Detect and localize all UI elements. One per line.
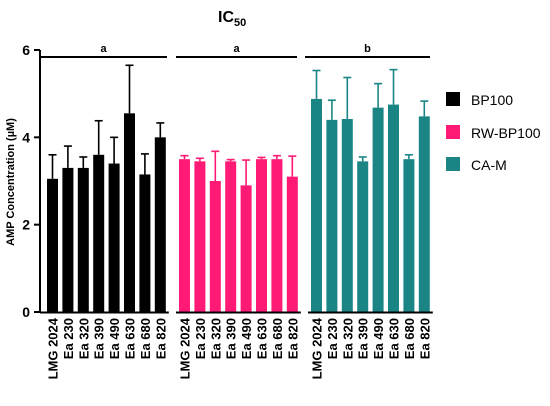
bar: [388, 104, 399, 312]
legend-label: BP100: [471, 92, 513, 108]
bar: [271, 159, 283, 312]
significance-label: a: [100, 43, 107, 55]
bar: [139, 174, 151, 312]
bar: [154, 137, 166, 312]
legend: BP100 RW-BP100 CA-M: [446, 92, 541, 173]
y-tick-label: 0: [22, 304, 30, 320]
legend-swatch: [446, 125, 460, 139]
bar: [124, 113, 135, 312]
bar: [256, 159, 267, 312]
x-tick-label: Ea 320: [208, 318, 223, 359]
bar: [403, 159, 415, 312]
x-tick-label: Ea 820: [285, 318, 300, 359]
bar: [418, 116, 430, 312]
bar: [77, 167, 89, 312]
x-tick-label: Ea 630: [255, 318, 270, 359]
x-tick-label: Ea 680: [138, 318, 153, 359]
x-tick-label: Ea 390: [92, 318, 107, 359]
chart-title-subscript: 50: [234, 17, 246, 29]
x-tick-label: Ea 680: [402, 318, 417, 359]
y-tick-label: 6: [22, 42, 30, 58]
y-tick-label: 2: [22, 217, 30, 233]
bar: [311, 98, 322, 312]
x-tick-label: Ea 490: [107, 318, 122, 359]
x-tick-label: Ea 820: [417, 318, 432, 359]
bar: [93, 154, 105, 312]
bar: [286, 176, 298, 312]
bar: [341, 118, 353, 312]
x-tick-label: Ea 230: [325, 318, 340, 359]
x-tick-label: Ea 390: [224, 318, 239, 359]
x-tick-label: Ea 230: [61, 318, 76, 359]
bar: [357, 161, 369, 312]
bar: [372, 107, 384, 312]
bar: [209, 181, 221, 312]
legend-label: CA-M: [471, 157, 507, 173]
bar: [326, 119, 338, 312]
bar: [62, 167, 74, 312]
x-tick-label: Ea 630: [123, 318, 138, 359]
y-axis-label: AMP Concentration (µM): [5, 118, 17, 246]
chart-title: IC50: [218, 9, 246, 29]
bar: [47, 178, 58, 312]
significance-label: a: [233, 43, 240, 55]
significance-label: b: [364, 43, 371, 55]
chart-title-main: IC: [218, 9, 234, 26]
x-tick-label: Ea 320: [76, 318, 91, 359]
x-tick-label: LMG 2024: [310, 317, 325, 379]
x-tick-label: Ea 820: [153, 318, 168, 359]
x-tick-label: Ea 490: [239, 318, 254, 359]
bar: [179, 159, 190, 312]
bar: [194, 161, 206, 312]
legend-label: RW-BP100: [471, 125, 541, 141]
y-tick-label: 4: [22, 129, 30, 145]
x-tick-label: Ea 230: [193, 318, 208, 359]
legend-swatch: [446, 92, 460, 106]
bar: [108, 163, 120, 312]
x-tick-label: Ea 320: [340, 318, 355, 359]
x-tick-label: Ea 630: [387, 318, 402, 359]
bar: [225, 161, 237, 312]
bar: [240, 185, 252, 312]
legend-swatch: [446, 157, 460, 171]
x-tick-label: Ea 490: [371, 318, 386, 359]
x-tick-label: Ea 680: [270, 318, 285, 359]
x-tick-label: Ea 390: [356, 318, 371, 359]
x-tick-label: LMG 2024: [46, 317, 61, 379]
x-tick-label: LMG 2024: [178, 317, 193, 379]
